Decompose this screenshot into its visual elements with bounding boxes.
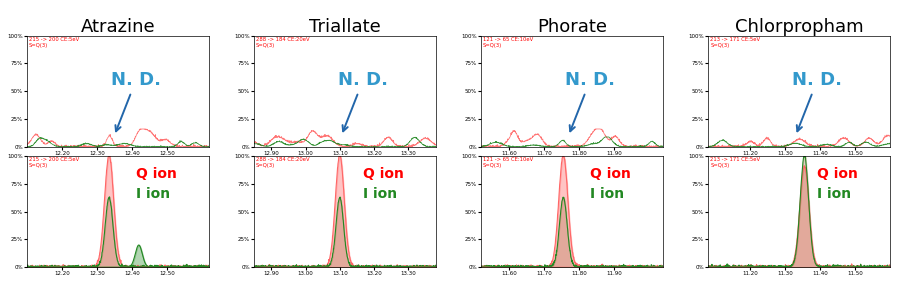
Text: I ion: I ion: [363, 187, 397, 201]
Text: 213 -> 171 CE:5eV
S=Q(3): 213 -> 171 CE:5eV S=Q(3): [710, 37, 761, 48]
Text: Q ion: Q ion: [817, 167, 859, 181]
Text: N. D.: N. D.: [565, 71, 615, 131]
Text: 121 -> 65 CE:10eV
S=Q(3): 121 -> 65 CE:10eV S=Q(3): [483, 157, 533, 168]
Title: Triallate: Triallate: [309, 18, 381, 36]
Title: Chlorpropham: Chlorpropham: [734, 18, 863, 36]
Text: 213 -> 171 CE:5eV
S=Q(3): 213 -> 171 CE:5eV S=Q(3): [710, 157, 761, 168]
Text: 215 -> 200 CE:5eV
S=Q(3): 215 -> 200 CE:5eV S=Q(3): [29, 37, 79, 48]
Text: Q ion: Q ion: [363, 167, 404, 181]
Text: I ion: I ion: [136, 187, 170, 201]
Text: 215 -> 200 CE:5eV
S=Q(3): 215 -> 200 CE:5eV S=Q(3): [29, 157, 79, 168]
Text: Q ion: Q ion: [591, 167, 631, 181]
Text: I ion: I ion: [817, 187, 851, 201]
Text: 288 -> 184 CE:20eV
S=Q(3): 288 -> 184 CE:20eV S=Q(3): [256, 37, 309, 48]
Text: 121 -> 65 CE:10eV
S=Q(3): 121 -> 65 CE:10eV S=Q(3): [483, 37, 533, 48]
Title: Phorate: Phorate: [537, 18, 607, 36]
Title: Atrazine: Atrazine: [81, 18, 156, 36]
Text: N. D.: N. D.: [111, 71, 161, 131]
Text: N. D.: N. D.: [792, 71, 842, 131]
Text: Q ion: Q ion: [136, 167, 177, 181]
Text: I ion: I ion: [591, 187, 624, 201]
Text: 288 -> 184 CE:20eV
S=Q(3): 288 -> 184 CE:20eV S=Q(3): [256, 157, 309, 168]
Text: N. D.: N. D.: [338, 71, 388, 131]
